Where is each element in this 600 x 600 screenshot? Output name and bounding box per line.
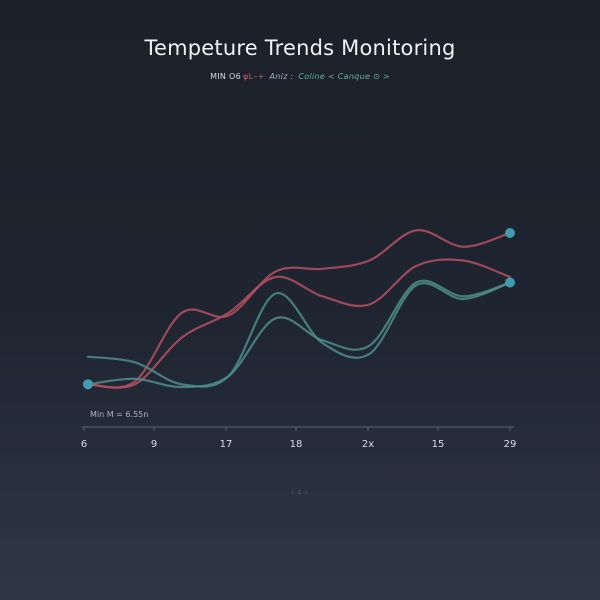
series-1-end-point: [505, 228, 515, 238]
series-line-2: [86, 258, 512, 389]
x-axis-ticks: 6 9 17 18 2x 15 29: [81, 427, 517, 450]
chart-legend: MIN O6 φL–+ Aniz : Coline < Canque ⊙ >: [0, 72, 600, 81]
legend-text-coline: Coline < Canque ⊙ >: [298, 72, 390, 81]
x-tick-label: 6: [81, 439, 87, 450]
chart-title: Tempeture Trends Monitoring: [144, 36, 456, 60]
series-3-end-point: [505, 277, 515, 288]
x-tick-label: 17: [220, 439, 233, 450]
min-annotation: Min M = 6.55n: [90, 410, 149, 419]
x-tick-label: 29: [504, 439, 517, 450]
series-layer: [86, 229, 512, 389]
x-tick-label: 9: [151, 439, 157, 450]
series-line-1: [86, 229, 512, 389]
x-tick-label: 2x: [362, 439, 374, 450]
footer-note: ε Δ ε: [291, 490, 309, 496]
series-line-4: [86, 279, 512, 389]
marker-layer: [83, 228, 515, 390]
series-line-3: [86, 281, 512, 388]
legend-text-symbol: φL–+: [243, 72, 265, 81]
x-tick-label: 15: [432, 439, 445, 450]
legend-text-aniz: Aniz :: [269, 72, 294, 81]
series-4-start-point: [83, 379, 93, 390]
x-tick-label: 18: [290, 439, 303, 450]
legend-text-min: MIN O6: [210, 72, 242, 81]
